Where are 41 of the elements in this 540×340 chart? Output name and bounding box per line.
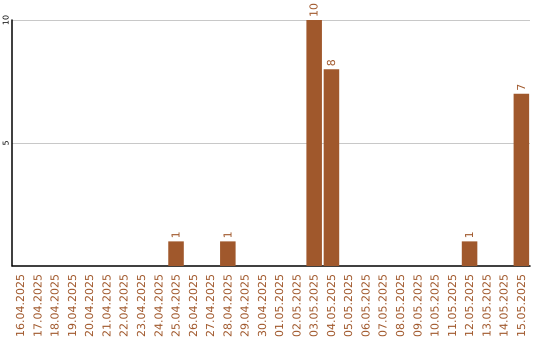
- x-tick-label: 27.04.2025: [204, 274, 218, 338]
- x-tick-label: 15.05.2025: [514, 274, 528, 338]
- x-tick-label: 01.05.2025: [273, 274, 286, 338]
- data-label: 1: [221, 231, 234, 238]
- x-tick-label: 20.04.2025: [83, 274, 96, 338]
- x-tick-label: 08.05.2025: [394, 274, 407, 338]
- x-tick-label: 25.04.2025: [170, 274, 183, 338]
- x-tick-label: 05.05.2025: [342, 274, 356, 338]
- x-tick-label: 30.04.2025: [256, 274, 269, 338]
- bar: [514, 94, 530, 266]
- x-tick-label: 13.05.2025: [480, 274, 494, 338]
- x-tick-label: 02.05.2025: [290, 274, 304, 338]
- data-label: 7: [514, 84, 528, 91]
- x-tick-label: 10.05.2025: [428, 274, 442, 338]
- x-tick-label: 18.04.2025: [48, 274, 62, 338]
- data-label: 8: [324, 59, 338, 66]
- x-tick-label: 06.05.2025: [359, 274, 372, 338]
- bar: [168, 241, 184, 266]
- data-label: 10: [308, 3, 321, 17]
- x-tick-label: 03.05.2025: [308, 274, 321, 338]
- x-tick-label: 26.04.2025: [186, 274, 200, 338]
- x-tick-label: 09.05.2025: [411, 274, 424, 338]
- x-tick-label: 21.04.2025: [100, 274, 114, 338]
- x-tick-label: 22.04.2025: [118, 274, 131, 338]
- x-tick-label: 04.05.2025: [324, 274, 338, 338]
- x-tick-label: 29.04.2025: [238, 274, 252, 338]
- x-tick-label: 11.05.2025: [446, 274, 459, 338]
- x-tick-label: 28.04.2025: [221, 274, 234, 338]
- x-tick-label: 16.04.2025: [14, 274, 28, 338]
- x-tick-label: 17.04.2025: [31, 274, 44, 338]
- y-tick-label: 5: [2, 140, 10, 146]
- x-tick-label: 12.05.2025: [463, 274, 476, 338]
- x-tick-label: 14.05.2025: [498, 274, 511, 338]
- bar: [220, 241, 236, 266]
- data-label: 1: [170, 231, 183, 238]
- data-label: 1: [463, 231, 476, 238]
- x-tick-label: 19.04.2025: [66, 274, 79, 338]
- x-tick-label: 07.05.2025: [376, 274, 390, 338]
- bar: [462, 241, 478, 266]
- x-tick-label: 24.04.2025: [152, 274, 166, 338]
- x-tick-label: 23.04.2025: [135, 274, 148, 338]
